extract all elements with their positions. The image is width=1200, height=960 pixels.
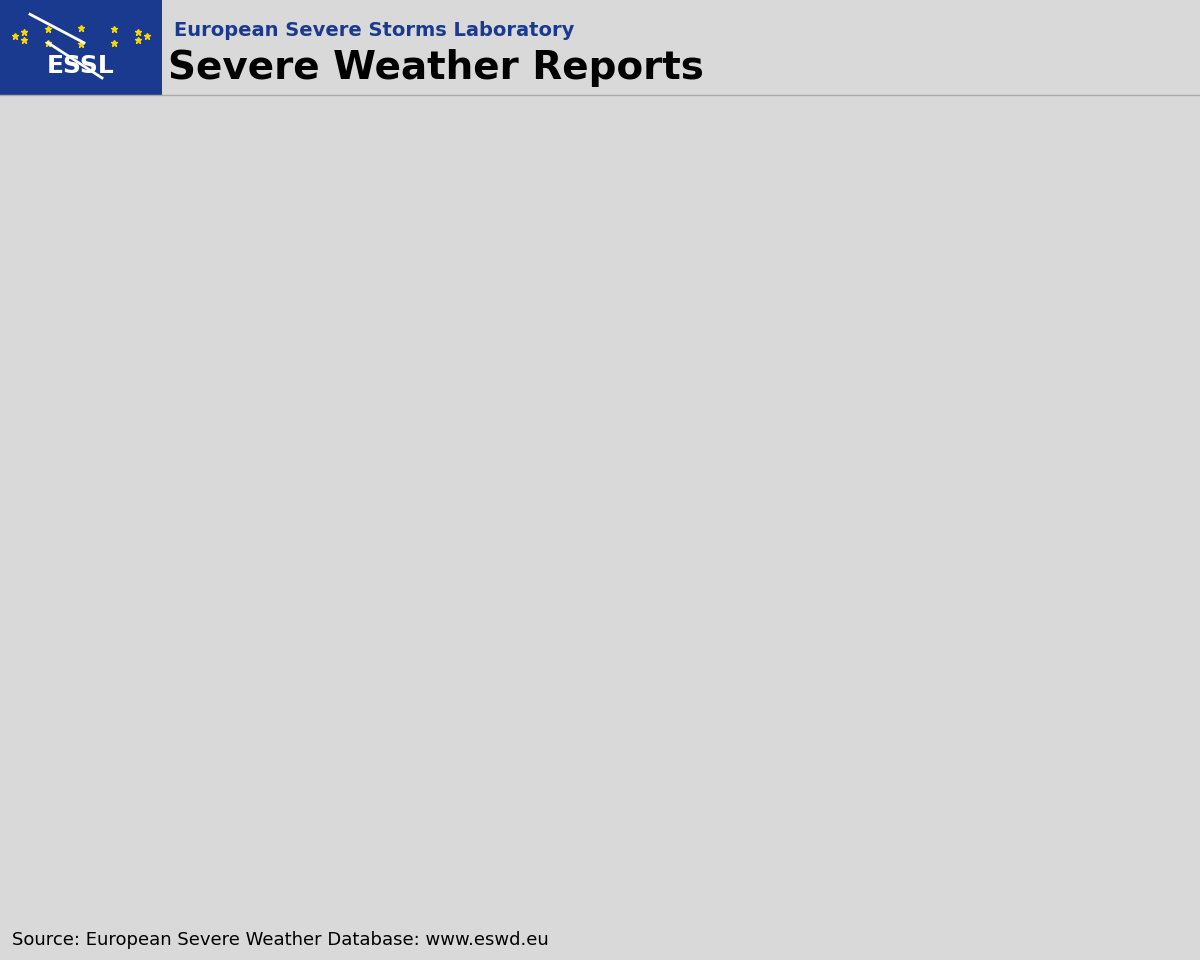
Bar [0,0,162,95]
Text: Source: European Severe Weather Database: www.eswd.eu: Source: European Severe Weather Database… [12,931,548,948]
Text: ESSL: ESSL [47,54,115,78]
Text: European Severe Storms Laboratory: European Severe Storms Laboratory [174,21,575,40]
Text: Severe Weather Reports: Severe Weather Reports [168,49,704,87]
